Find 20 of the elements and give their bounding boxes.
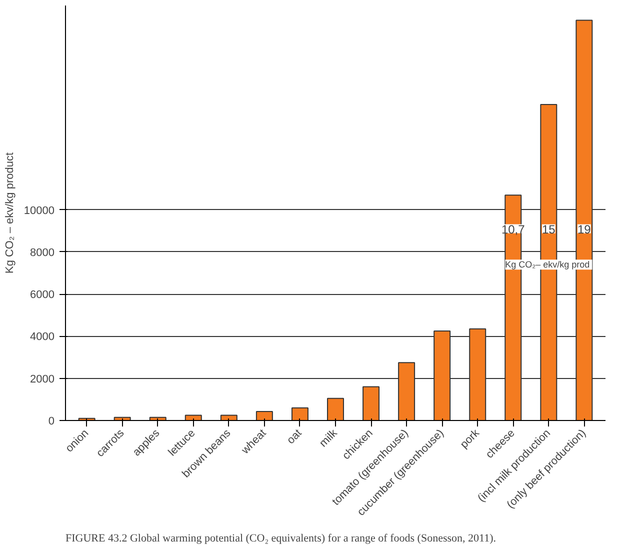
annotation: 10,7 (501, 222, 526, 236)
bar (256, 410, 273, 420)
bar (220, 414, 238, 420)
annotation: 19 (578, 222, 592, 236)
annotation: Kg CO₂– ekv/kg prod (505, 260, 590, 270)
y-tick-label: 8000 (30, 246, 55, 259)
y-tick-label: 10000 (24, 204, 55, 217)
x-tick-label: oat (284, 427, 304, 447)
annotation: 15 (542, 222, 556, 236)
y-tick-label: 0 (48, 416, 55, 428)
y-tick-label: 4000 (30, 331, 55, 344)
bar (362, 386, 380, 420)
y-tick-label: 2000 (30, 373, 55, 386)
caption: FIGURE 43.2 Global warming potential (CO₂ equivalents) for a range of foods (Sonesson, 2011). (66, 532, 496, 544)
x-tick-label: milk (317, 426, 340, 450)
y-axis-title: Kg CO₂ – ekv/kg product (4, 152, 16, 274)
bar (291, 407, 308, 420)
y-tick-label: 6000 (30, 289, 55, 302)
bar (327, 398, 344, 420)
bar (184, 414, 202, 420)
